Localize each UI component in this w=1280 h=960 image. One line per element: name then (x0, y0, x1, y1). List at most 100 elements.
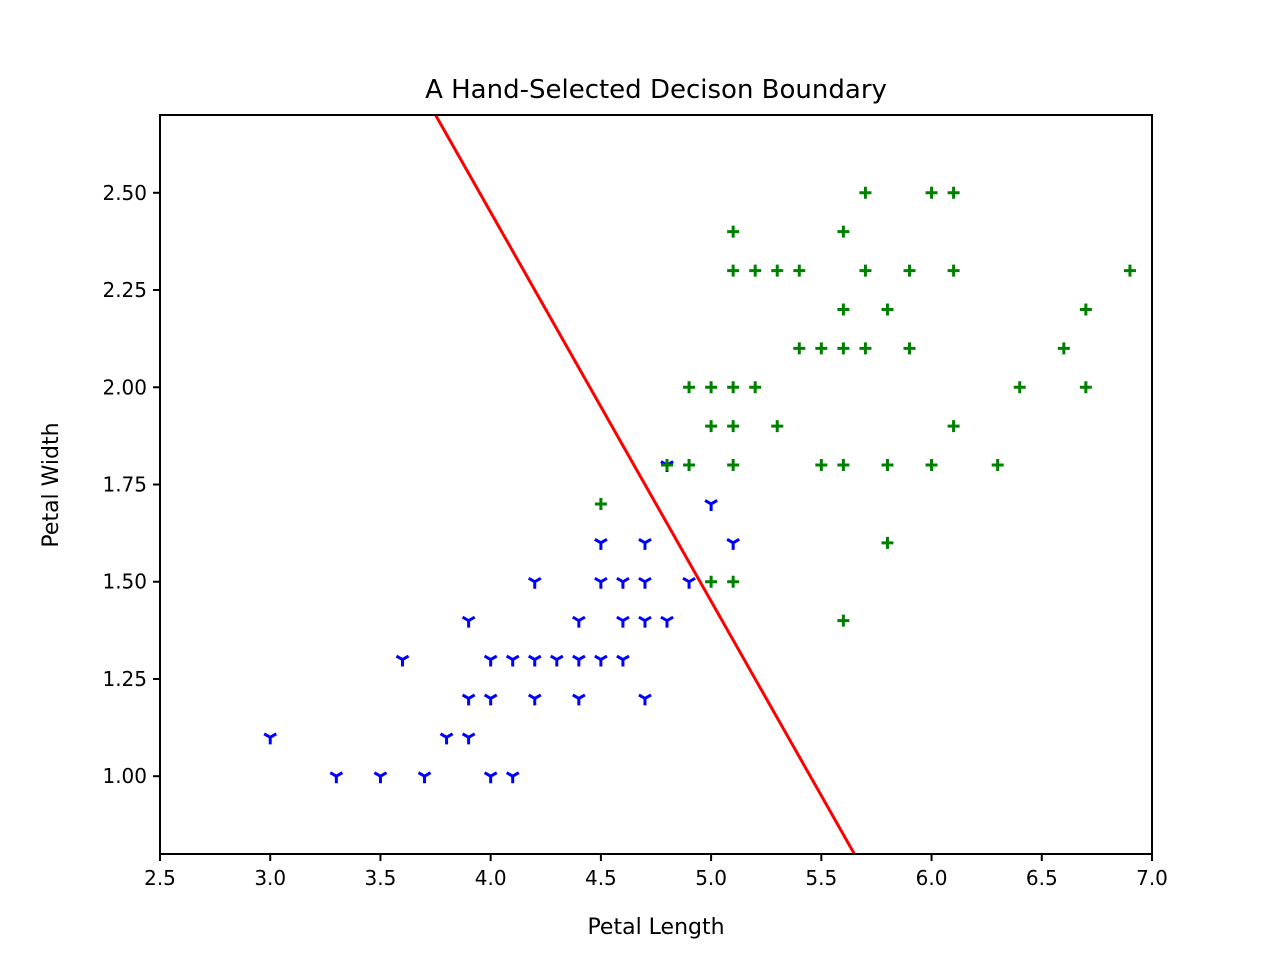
data-point-tri (505, 654, 520, 667)
series-plus (594, 186, 1136, 627)
data-point-tri (726, 538, 740, 550)
data-point-plus (727, 225, 740, 238)
data-point-plus (749, 264, 762, 277)
data-point-plus (925, 186, 938, 199)
data-point-tri (660, 615, 674, 628)
plot-area (263, 115, 1136, 854)
data-point-plus (837, 459, 850, 472)
data-point-plus (705, 420, 718, 433)
data-point-tri (638, 615, 652, 628)
data-point-tri (704, 499, 718, 511)
x-tick-label: 3.5 (365, 866, 397, 890)
data-point-tri (461, 732, 476, 745)
data-point-plus (1079, 381, 1092, 394)
data-point-plus (837, 303, 850, 316)
data-point-plus (991, 459, 1004, 472)
data-point-plus (661, 459, 674, 472)
y-tick-label: 1.25 (102, 667, 147, 691)
data-point-tri (616, 654, 630, 667)
x-tick-label: 6.5 (1026, 866, 1058, 890)
data-point-plus (815, 342, 828, 355)
data-point-tri (439, 732, 454, 745)
decision-boundary-line (434, 115, 856, 854)
data-point-tri (373, 771, 388, 784)
data-point-tri (527, 576, 542, 589)
data-point-tri (329, 771, 344, 784)
data-point-tri (616, 615, 630, 628)
data-point-tri (417, 771, 432, 784)
data-point-plus (1013, 381, 1026, 394)
x-tick-label: 6.0 (916, 866, 948, 890)
data-point-plus (771, 420, 784, 433)
data-point-tri (527, 693, 542, 706)
data-point-tri (638, 693, 652, 706)
data-point-plus (771, 264, 784, 277)
x-tick-label: 5.0 (695, 866, 727, 890)
data-point-plus (881, 536, 894, 549)
data-point-plus (705, 381, 718, 394)
x-tick-label: 2.5 (144, 866, 176, 890)
data-point-tri (594, 654, 608, 667)
data-point-tri (594, 576, 608, 589)
x-tick-label: 5.5 (805, 866, 837, 890)
x-tick-label: 4.5 (585, 866, 617, 890)
data-point-tri (572, 654, 586, 667)
data-point-plus (881, 459, 894, 472)
y-tick-label: 2.00 (102, 375, 147, 399)
x-tick-label: 3.0 (254, 866, 286, 890)
data-point-plus (881, 303, 894, 316)
data-point-plus (1079, 303, 1092, 316)
data-point-plus (594, 497, 607, 510)
data-point-plus (837, 225, 850, 238)
data-point-tri (549, 654, 564, 667)
data-point-plus (947, 186, 960, 199)
data-point-plus (1123, 264, 1136, 277)
data-point-plus (727, 420, 740, 433)
data-point-plus (947, 420, 960, 433)
data-point-plus (727, 264, 740, 277)
data-point-plus (727, 381, 740, 394)
y-tick-label: 1.00 (102, 764, 147, 788)
data-point-plus (837, 614, 850, 627)
data-point-plus (903, 264, 916, 277)
series-tri-down (263, 460, 740, 784)
data-point-plus (837, 342, 850, 355)
y-axis-label: Petal Width (39, 422, 64, 547)
x-tick-label: 4.0 (475, 866, 507, 890)
x-axis: 2.5 3.0 3.5 4.0 4.5 5.0 5.5 6.0 6.5 7.0 (144, 854, 1168, 890)
data-point-plus (749, 381, 762, 394)
x-tick-label: 7.0 (1136, 866, 1168, 890)
data-point-plus (947, 264, 960, 277)
data-point-tri (682, 576, 696, 589)
y-tick-label: 1.50 (102, 570, 147, 594)
x-axis-label: Petal Length (587, 915, 724, 940)
data-point-plus (683, 381, 696, 394)
data-point-plus (705, 575, 718, 588)
data-point-tri (616, 576, 630, 589)
data-point-plus (859, 186, 872, 199)
data-point-tri (638, 576, 652, 589)
data-point-plus (859, 342, 872, 355)
y-axis: 1.00 1.25 1.50 1.75 2.00 2.25 2.50 (102, 181, 160, 788)
data-point-tri (263, 732, 278, 745)
data-point-plus (815, 459, 828, 472)
data-point-tri (572, 693, 586, 706)
data-point-tri (638, 538, 652, 550)
data-point-plus (925, 459, 938, 472)
data-point-plus (683, 459, 696, 472)
y-tick-label: 2.25 (102, 278, 147, 302)
data-point-tri (483, 654, 498, 667)
y-tick-label: 2.50 (102, 181, 147, 205)
data-point-plus (793, 342, 806, 355)
data-point-tri (594, 538, 608, 550)
data-point-plus (793, 264, 806, 277)
data-point-tri (572, 615, 586, 628)
data-point-tri (527, 654, 542, 667)
data-point-plus (903, 342, 916, 355)
data-point-plus (727, 459, 740, 472)
data-point-plus (1057, 342, 1070, 355)
data-point-plus (727, 575, 740, 588)
data-point-tri (461, 615, 476, 628)
